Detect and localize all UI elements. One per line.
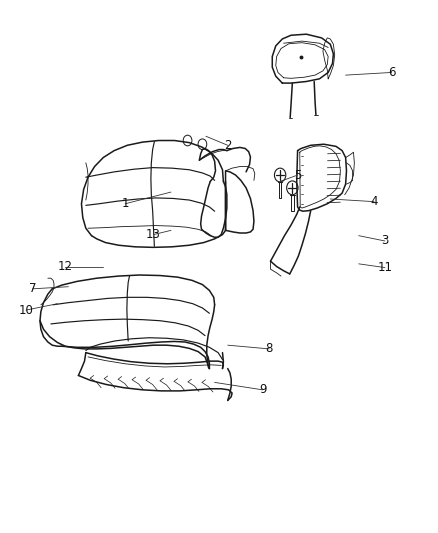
Text: 11: 11: [378, 261, 392, 274]
Text: 12: 12: [58, 260, 73, 273]
Text: 5: 5: [294, 168, 301, 182]
Text: 13: 13: [146, 228, 161, 241]
Text: 7: 7: [29, 282, 36, 295]
Text: 2: 2: [224, 139, 231, 152]
Text: 8: 8: [265, 342, 273, 356]
Text: 3: 3: [381, 235, 389, 247]
Text: 9: 9: [259, 383, 266, 397]
Text: 10: 10: [18, 304, 33, 317]
Text: 1: 1: [121, 197, 129, 211]
Text: 4: 4: [370, 195, 378, 208]
Text: 6: 6: [388, 66, 395, 79]
